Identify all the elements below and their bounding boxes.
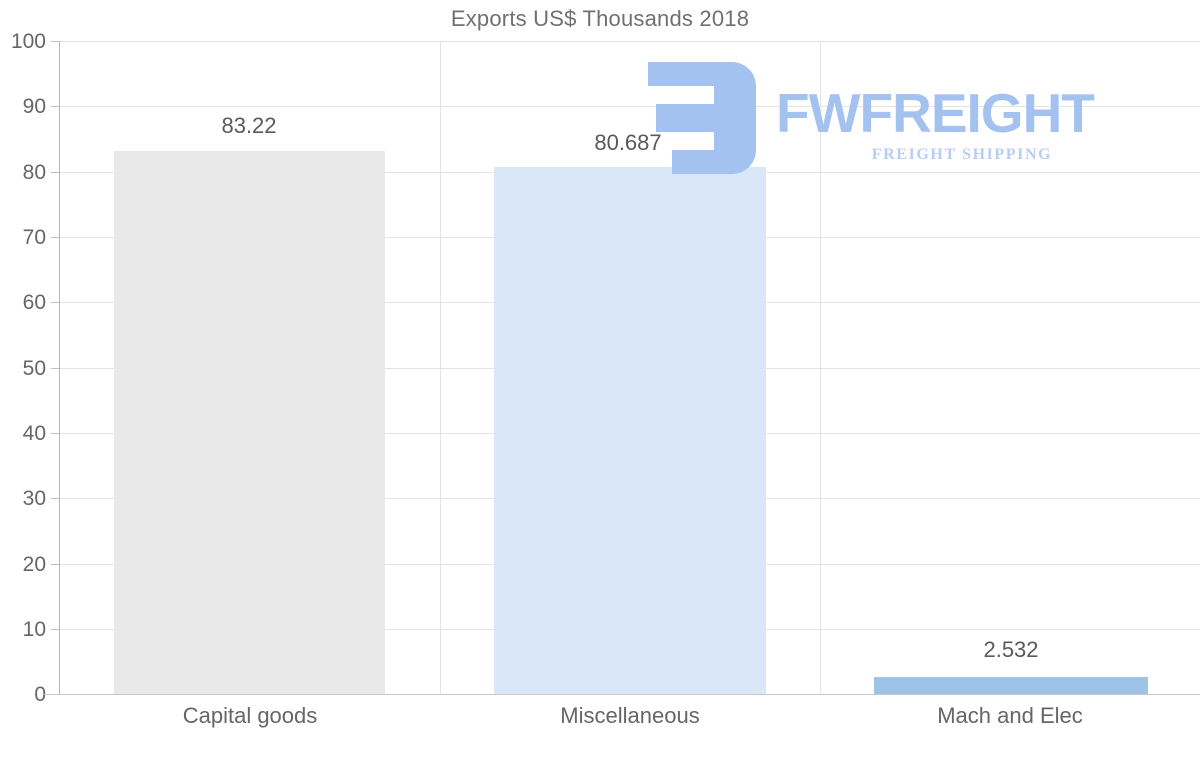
plot-area — [59, 41, 1200, 694]
value-label-miscellaneous: 80.687 — [594, 130, 662, 155]
chart-title: Exports US$ Thousands 2018 — [450, 6, 750, 31]
y-axis-tick-label: 60 — [22, 291, 46, 314]
y-axis-tick-label: 20 — [22, 553, 46, 576]
y-axis-tick-label: 10 — [22, 618, 46, 641]
y-axis-tick-label: 80 — [22, 161, 46, 184]
y-axis-tick-label: 30 — [22, 487, 46, 510]
y-axis-tick-label: 100 — [10, 30, 46, 53]
x-axis-label-capital-goods: Capital goods — [182, 703, 318, 728]
bar-capital-goods[interactable] — [114, 151, 385, 694]
bar-miscellaneous[interactable] — [494, 167, 766, 694]
y-axis-tick-label: 70 — [22, 226, 46, 249]
y-axis-tick-label: 90 — [22, 95, 46, 118]
y-axis-tick-label: 0 — [34, 683, 46, 706]
y-axis-tick-label: 50 — [22, 357, 46, 380]
value-label-capital-goods: 83.22 — [221, 113, 277, 138]
y-axis-tick-label: 40 — [22, 422, 46, 445]
x-axis-line — [44, 694, 1200, 695]
x-axis-label-mach-and-elec: Mach and Elec — [937, 703, 1083, 728]
bar-mach-and-elec[interactable] — [874, 677, 1148, 694]
x-axis-label-miscellaneous: Miscellaneous — [560, 703, 700, 728]
y-axis-line — [59, 41, 60, 695]
value-label-mach-and-elec: 2.532 — [983, 637, 1039, 662]
